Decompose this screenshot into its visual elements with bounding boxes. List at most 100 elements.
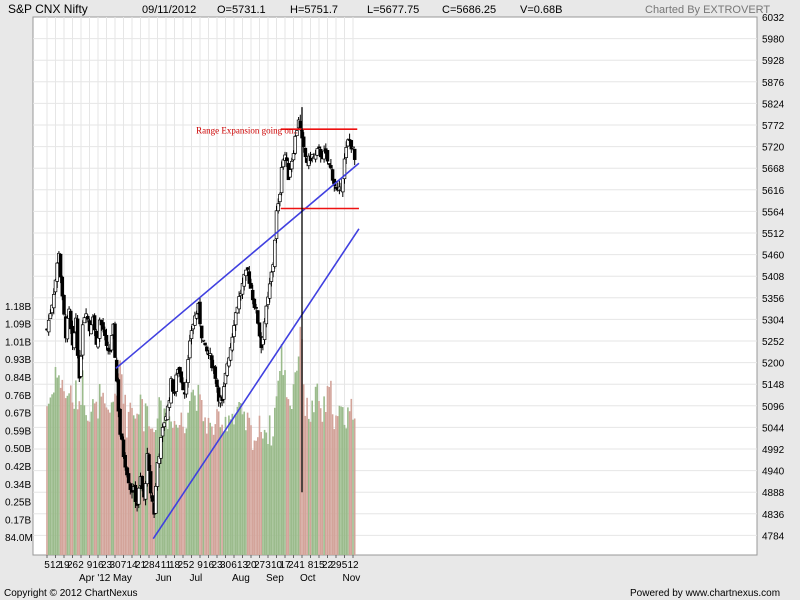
- candle-body: [203, 342, 207, 346]
- day-tick-label: 26: [67, 560, 79, 571]
- powered-by: Powered by www.chartnexus.com: [630, 588, 780, 599]
- volume-bar: [177, 427, 179, 555]
- copyright: Copyright © 2012 ChartNexus: [4, 588, 138, 599]
- volume-bar: [342, 407, 344, 555]
- candle-body: [60, 276, 65, 297]
- candle-body: [48, 313, 53, 320]
- volume-bar: [255, 440, 257, 555]
- volume-bar: [306, 397, 308, 555]
- volume-bar: [221, 424, 223, 555]
- volume-bar: [102, 392, 104, 555]
- volume-tick-label: 0.76B: [5, 391, 31, 402]
- candle-body: [148, 471, 153, 494]
- volume-bar: [251, 450, 254, 555]
- volume-bar: [66, 395, 69, 555]
- candle-body: [233, 312, 238, 326]
- candle-body: [329, 165, 333, 169]
- volume-bar: [219, 427, 222, 555]
- volume-tick-label: 1.09B: [5, 320, 31, 331]
- volume-bar: [319, 408, 322, 555]
- volume-bar: [190, 392, 193, 555]
- volume-bar: [199, 394, 201, 555]
- volume-bar: [240, 403, 242, 555]
- month-tick-label: Apr '12: [79, 573, 111, 584]
- day-tick-label: 22: [322, 560, 334, 571]
- volume-bar: [90, 411, 92, 555]
- volume-bar: [214, 424, 217, 555]
- candle-body: [295, 130, 299, 137]
- volume-bar: [262, 438, 264, 555]
- candle-body: [284, 157, 289, 161]
- candle-body: [327, 163, 331, 165]
- volume-bar: [88, 421, 91, 555]
- candle-body: [198, 301, 202, 325]
- price-tick-label: 5876: [762, 78, 785, 89]
- volume-bar: [268, 415, 271, 555]
- candle-body: [344, 147, 348, 158]
- candle-body: [232, 325, 236, 337]
- volume-bar: [258, 415, 261, 555]
- volume-bar: [216, 409, 218, 555]
- volume-bar: [291, 409, 293, 555]
- candle-body: [133, 484, 138, 502]
- day-tick-label: 15: [313, 560, 325, 571]
- volume-bar: [309, 421, 312, 555]
- volume-bar: [202, 421, 205, 555]
- volume-bar: [195, 410, 198, 555]
- volume-bar: [180, 412, 183, 555]
- volume-bar: [76, 409, 79, 555]
- candle-body: [281, 159, 286, 168]
- candle-body: [351, 146, 355, 149]
- volume-tick-label: 0.25B: [5, 498, 31, 509]
- volume-bar: [119, 360, 121, 555]
- volume-bar: [175, 424, 177, 555]
- day-tick-label: 5: [44, 560, 50, 571]
- volume-bar: [93, 403, 96, 555]
- price-tick-label: 5460: [762, 251, 785, 262]
- month-tick-label: May: [113, 573, 132, 584]
- volume-bar: [233, 424, 235, 555]
- day-tick-label: 18: [169, 560, 181, 571]
- candle-body: [298, 120, 303, 128]
- candle-body: [254, 306, 258, 309]
- volume-bar: [207, 417, 210, 555]
- candle-body: [181, 382, 185, 391]
- volume-bar: [95, 401, 98, 555]
- day-tick-label: 16: [203, 560, 215, 571]
- volume-bar: [345, 428, 347, 555]
- volume-bar: [100, 396, 103, 555]
- candle-body: [137, 487, 141, 505]
- price-tick-label: 5356: [762, 294, 785, 305]
- volume-bar: [51, 394, 53, 555]
- day-tick-label: 16: [92, 560, 104, 571]
- day-tick-label: 2: [78, 560, 84, 571]
- volume-bar: [183, 433, 186, 555]
- trendlines: [115, 107, 360, 540]
- day-tick-label: 12: [347, 560, 359, 571]
- candle-body: [315, 148, 320, 156]
- volume-bar: [161, 424, 164, 555]
- volume-bar: [114, 393, 116, 555]
- day-tick-label: 8: [308, 560, 314, 571]
- candle-body: [179, 371, 184, 383]
- volume-bar: [160, 400, 162, 555]
- candle-body: [86, 316, 90, 320]
- candle-body: [222, 386, 226, 400]
- volume-bar: [121, 374, 123, 555]
- volume-bar: [173, 421, 176, 555]
- volume-bar: [336, 416, 339, 555]
- volume-bar: [243, 411, 245, 555]
- volume-bar: [166, 428, 169, 555]
- candle-body: [242, 273, 246, 287]
- volume-bar: [246, 412, 249, 555]
- range-expansion-annotation: Range Expansion going on..: [196, 125, 298, 135]
- candle-body: [303, 147, 308, 158]
- candle-body: [301, 136, 306, 147]
- price-tick-label: 5304: [762, 315, 785, 326]
- candle-body: [213, 366, 218, 379]
- volume-bar: [292, 384, 295, 555]
- volume-bar: [335, 415, 337, 555]
- price-tick-label: 5824: [762, 99, 785, 110]
- day-tick-label: 9: [197, 560, 203, 571]
